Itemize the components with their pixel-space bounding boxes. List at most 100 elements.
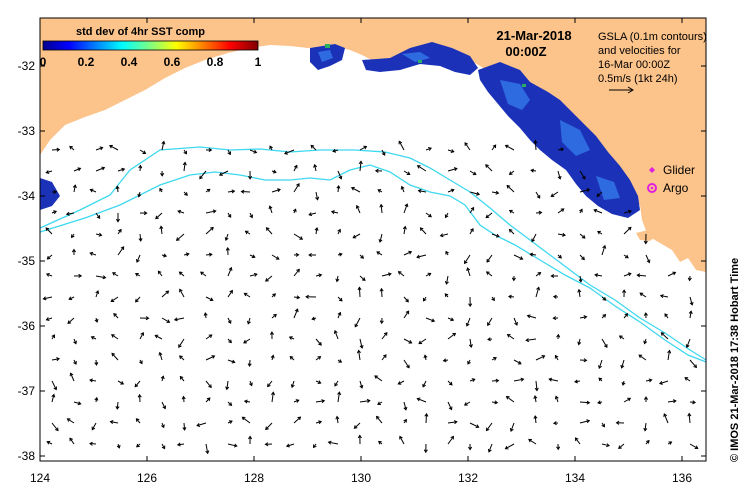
velocity-arrow <box>358 350 361 361</box>
velocity-arrow-head <box>184 192 188 196</box>
velocity-arrow <box>334 380 339 387</box>
velocity-arrow <box>205 296 213 301</box>
velocity-arrow <box>205 334 213 340</box>
velocity-arrow <box>659 380 669 385</box>
velocity-arrow-head <box>175 237 180 241</box>
velocity-arrow <box>200 271 207 277</box>
velocity-arrow-head <box>77 167 82 172</box>
land-peninsula <box>688 250 706 272</box>
velocity-arrow-head <box>203 312 208 316</box>
velocity-arrow-head <box>145 316 150 321</box>
velocity-arrow-head <box>363 145 368 150</box>
velocity-arrow-head <box>378 238 383 243</box>
velocity-arrow-head <box>115 218 121 223</box>
velocity-arrow-head <box>265 227 270 231</box>
velocity-arrow-head <box>470 206 475 211</box>
velocity-arrow <box>663 413 669 424</box>
velocity-arrow-head <box>598 365 602 370</box>
velocity-arrow <box>418 338 427 345</box>
velocity-arrow <box>376 251 383 256</box>
velocity-arrow-head <box>487 337 491 342</box>
velocity-arrow-head <box>504 144 509 149</box>
velocity-arrow-head <box>534 387 539 392</box>
velocity-arrow-head <box>295 399 300 403</box>
velocity-arrow <box>644 422 647 431</box>
velocity-arrow <box>466 317 471 327</box>
time-line: 00:00Z <box>505 44 546 59</box>
velocity-arrow-head <box>332 148 337 153</box>
velocity-arrow-head <box>417 189 422 194</box>
velocity-arrow-head <box>428 147 432 151</box>
velocity-arrow-head <box>143 211 148 216</box>
velocity-arrow <box>116 186 119 193</box>
velocity-arrow-head <box>597 400 602 405</box>
velocity-arrow-head <box>663 413 668 417</box>
velocity-arrow <box>334 330 339 340</box>
colorbar-tick: 0.4 <box>121 55 138 69</box>
velocity-arrow <box>267 380 273 387</box>
velocity-arrow <box>227 290 233 298</box>
velocity-arrow-head <box>452 332 457 337</box>
velocity-arrow <box>159 352 163 361</box>
velocity-arrow <box>51 422 59 431</box>
velocity-arrow-head <box>77 401 82 406</box>
velocity-arrow-head <box>327 440 332 445</box>
velocity-arrow-head <box>46 255 51 260</box>
velocity-arrow <box>578 289 581 298</box>
velocity-arrow <box>328 441 339 445</box>
velocity-arrow-head <box>475 424 480 429</box>
velocity-arrow <box>227 443 237 447</box>
velocity-arrow <box>447 168 458 172</box>
velocity-arrow-head <box>209 297 214 302</box>
velocity-arrow-head <box>627 272 632 277</box>
map-frame <box>39 17 707 462</box>
velocity-arrow-head <box>337 228 341 233</box>
velocity-arrow <box>351 187 361 193</box>
velocity-arrow <box>491 233 500 238</box>
velocity-arrow-head <box>408 250 413 255</box>
velocity-arrow <box>598 359 603 369</box>
velocity-arrow-head <box>269 145 273 150</box>
velocity-arrow <box>464 142 471 151</box>
velocity-arrow-head <box>160 424 165 429</box>
velocity-arrow <box>155 334 163 340</box>
velocity-arrow <box>269 206 273 214</box>
velocity-arrow-head <box>416 254 421 259</box>
velocity-arrow-head <box>270 354 275 359</box>
velocity-arrow <box>179 271 185 277</box>
velocity-arrow <box>593 209 603 214</box>
velocity-arrow <box>509 229 515 235</box>
velocity-arrow-head <box>397 381 402 385</box>
velocity-arrow <box>359 275 366 281</box>
argo-legend: Argo <box>647 181 689 195</box>
velocity-arrow <box>70 372 75 382</box>
velocity-arrow-head <box>448 381 453 386</box>
velocity-arrow-head <box>212 209 217 214</box>
velocity-arrow-head <box>602 313 607 318</box>
velocity-arrow-head <box>550 193 555 197</box>
velocity-arrow-head <box>466 267 471 272</box>
velocity-arrow-head <box>694 445 699 450</box>
velocity-arrow <box>247 317 251 324</box>
velocity-arrow-head <box>593 208 598 213</box>
velocity-arrow-head <box>495 378 500 383</box>
velocity-arrow <box>491 144 497 151</box>
velocity-arrow <box>660 295 669 298</box>
velocity-arrow <box>535 191 541 199</box>
velocity-arrow-head <box>354 323 359 328</box>
velocity-arrow <box>265 275 273 282</box>
velocity-arrow <box>579 316 587 319</box>
colorbar-title: std dev of 4hr SST comp <box>76 26 205 38</box>
velocity-arrow <box>315 356 321 361</box>
velocity-arrow-head <box>508 228 513 233</box>
glider-marker-icon <box>649 167 655 173</box>
velocity-arrow <box>227 359 235 363</box>
velocity-arrow-head <box>69 437 73 442</box>
velocity-arrow <box>486 422 493 431</box>
velocity-arrow <box>69 437 75 445</box>
velocity-arrow-head <box>578 278 583 283</box>
velocity-arrow-head <box>243 399 248 404</box>
argo-label: Argo <box>663 181 689 195</box>
velocity-arrow-head <box>406 364 410 369</box>
velocity-arrow <box>271 188 281 193</box>
